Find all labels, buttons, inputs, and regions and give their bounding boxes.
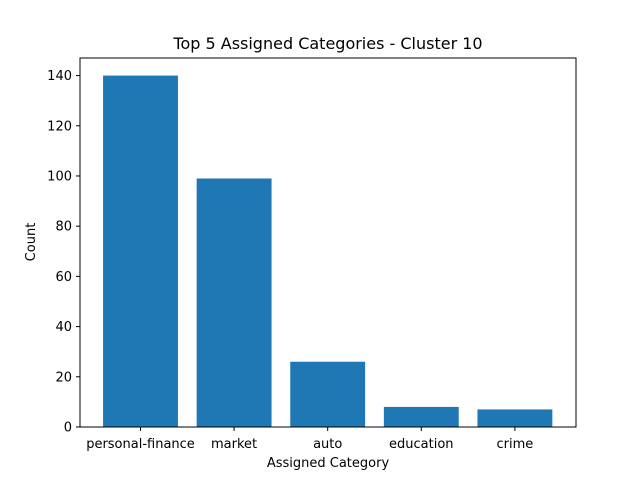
x-tick-label: auto — [313, 437, 342, 452]
x-tick-label: personal-finance — [86, 437, 195, 452]
bars-group — [103, 75, 553, 428]
x-axis-label: Assigned Category — [267, 456, 390, 471]
bar-auto — [290, 361, 366, 427]
plot-frame — [79, 57, 577, 428]
x-tick-label: market — [211, 437, 257, 452]
y-axis: 0 20 40 60 80 100 120 140 — [47, 69, 80, 436]
chart-title: Top 5 Assigned Categories - Cluster 10 — [172, 34, 482, 53]
y-tick-label: 100 — [47, 169, 72, 184]
y-tick-label: 60 — [55, 270, 72, 285]
bar-education — [383, 406, 459, 427]
y-tick-label: 140 — [47, 69, 72, 84]
y-tick-label: 40 — [55, 320, 72, 335]
bar-crime — [477, 409, 553, 427]
x-tick-label: crime — [497, 437, 534, 452]
y-tick-label: 0 — [64, 421, 72, 436]
y-tick-label: 120 — [47, 119, 72, 134]
bar-personal-finance — [103, 75, 178, 428]
y-tick-label: 20 — [55, 370, 72, 385]
y-axis-label: Count — [24, 223, 39, 262]
x-axis: personal-finance market auto education crime — [86, 427, 533, 452]
y-tick-label: 80 — [55, 220, 72, 235]
x-tick-label: education — [389, 437, 454, 452]
bar-market — [196, 178, 272, 427]
